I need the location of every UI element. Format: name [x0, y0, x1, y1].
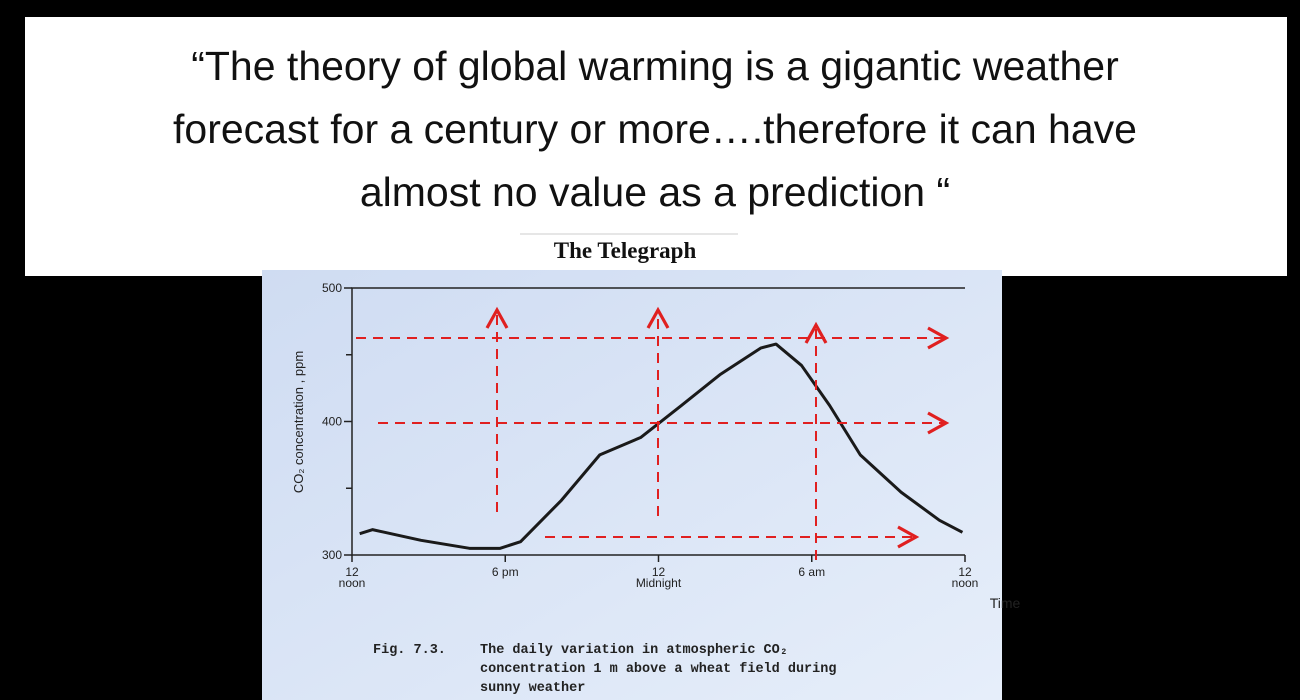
x-tick-label: 6 pm [491, 565, 519, 579]
y-axis-label: CO₂ concentration , ppm [291, 351, 306, 493]
x-tick-label: 12 noon [951, 565, 979, 590]
quote-line: forecast for a century or more….therefor… [173, 106, 1137, 152]
y-tick-label: 500 [322, 281, 342, 295]
x-tick-label: 12 Midnight [635, 565, 682, 590]
caption-label: Fig. 7.3. [373, 643, 446, 658]
caption-line: The daily variation in atmospheric CO₂ [480, 643, 788, 658]
quote-line: “The theory of global warming is a gigan… [191, 43, 1119, 89]
caption-line: sunny weather [480, 681, 585, 696]
quote-box [25, 17, 1287, 276]
caption-line: concentration 1 m above a wheat field du… [480, 662, 836, 677]
x-axis-label: Time [990, 595, 1021, 611]
data-line [359, 342, 964, 550]
y-tick-label: 300 [322, 548, 342, 562]
y-tick-label: 400 [322, 415, 342, 429]
plot: 300 400 500 [322, 281, 966, 562]
x-tick-label: 12 noon [338, 565, 366, 590]
quote-line: almost no value as a prediction “ [360, 169, 950, 215]
annotations [356, 306, 950, 560]
source: The Telegraph [554, 238, 697, 263]
x-tick-label: 6 am [798, 565, 826, 579]
chart-photo [262, 270, 1002, 700]
